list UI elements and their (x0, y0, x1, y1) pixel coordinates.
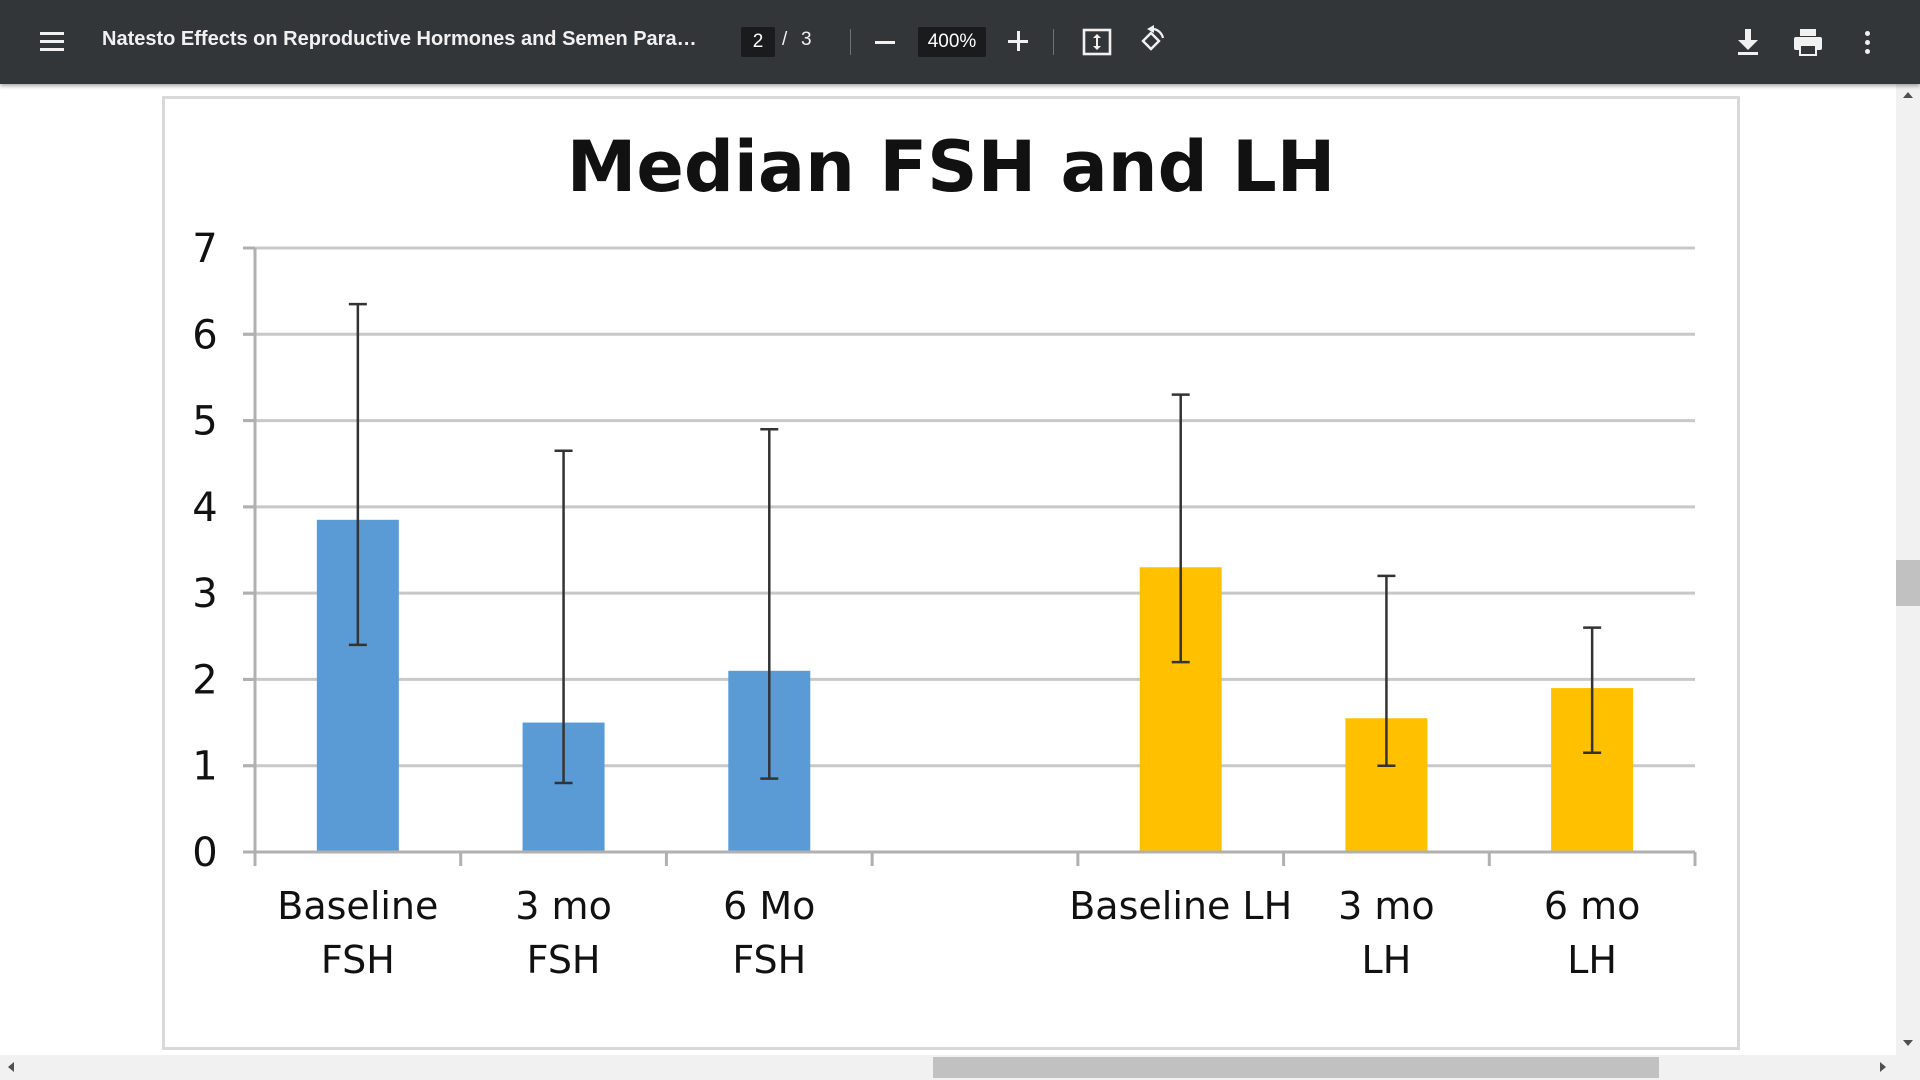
toolbar-divider (850, 29, 851, 55)
more-vert-icon[interactable] (1858, 26, 1878, 58)
x-category-label: Baseline LH (1069, 884, 1292, 928)
x-category-label: 6 mo (1544, 884, 1641, 928)
x-category-label: 3 mo (1338, 884, 1435, 928)
zoom-level-input[interactable]: 400% (918, 27, 986, 57)
x-category-label: 3 mo (515, 884, 612, 928)
scroll-down-icon[interactable] (1903, 1040, 1913, 1046)
scroll-up-icon[interactable] (1903, 92, 1913, 98)
pdf-page: Median FSH and LH 0 1 2 3 4 5 6 7 Baseline FSH 3 m… (162, 96, 1740, 1050)
bar-chart: Median FSH and LH 0 1 2 3 4 5 6 7 Baseline FSH 3 m… (192, 126, 1697, 982)
pdf-toolbar: Natesto Effects on Reproductive Hormones… (0, 0, 1920, 84)
x-category-label: FSH (321, 938, 395, 982)
page-separator: / (782, 29, 788, 50)
scroll-left-icon[interactable] (8, 1062, 14, 1072)
zoom-in-icon[interactable] (1006, 28, 1032, 54)
fit-page-icon[interactable] (1081, 26, 1113, 58)
chart-title: Median FSH and LH (567, 126, 1336, 208)
download-icon[interactable] (1732, 25, 1764, 59)
x-category-label: FSH (527, 938, 601, 982)
y-tick-label: 5 (192, 399, 217, 445)
y-tick-label: 1 (192, 744, 217, 790)
y-tick-label: 3 (192, 571, 217, 617)
zoom-out-icon[interactable] (872, 26, 900, 56)
page-total: 3 (801, 29, 812, 50)
toolbar-divider (1053, 29, 1054, 55)
page-number-input[interactable]: 2 (741, 27, 775, 57)
x-category-label: FSH (732, 938, 806, 982)
pdf-viewer[interactable]: Median FSH and LH 0 1 2 3 4 5 6 7 Baseline FSH 3 m… (0, 84, 1896, 1055)
x-category-label: Baseline (277, 884, 438, 928)
horizontal-scroll-thumb[interactable] (933, 1057, 1659, 1078)
y-tick-label: 4 (192, 485, 217, 531)
y-tick-label: 7 (192, 226, 217, 272)
y-tick-label: 0 (192, 830, 217, 876)
scrollbar-corner (1896, 1055, 1920, 1080)
x-category-label: LH (1362, 938, 1412, 982)
scroll-right-icon[interactable] (1880, 1062, 1886, 1072)
rotate-icon[interactable] (1134, 24, 1168, 58)
menu-icon[interactable] (34, 24, 70, 60)
document-title: Natesto Effects on Reproductive Hormones… (102, 28, 712, 50)
y-tick-label: 2 (192, 657, 217, 703)
x-category-label: LH (1567, 938, 1617, 982)
y-tick-label: 6 (192, 312, 217, 358)
x-category-label: 6 Mo (723, 884, 815, 928)
print-icon[interactable] (1790, 26, 1826, 58)
vertical-scroll-thumb[interactable] (1896, 560, 1920, 606)
